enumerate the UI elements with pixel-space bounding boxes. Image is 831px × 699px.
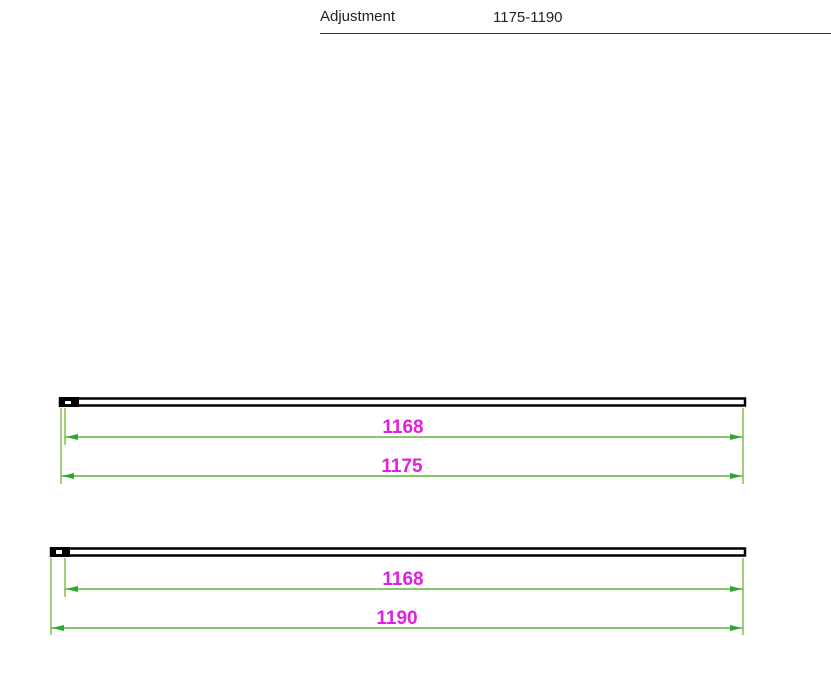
- spec-value: 1175-1190: [493, 9, 563, 26]
- drawing-max: 1168 1190: [49, 547, 747, 635]
- dimension-label: 1168: [382, 417, 423, 438]
- spec-row-adjustment: Adjustment 1175-1190: [320, 0, 831, 34]
- arrow-left: [66, 586, 78, 592]
- arrow-left: [52, 625, 64, 631]
- drawing-min: 1168 1175: [58, 397, 747, 484]
- end-cap-notch: [65, 401, 71, 404]
- spec-label: Adjustment: [320, 8, 396, 25]
- arrow-left: [66, 434, 78, 440]
- dimension-label: 1190: [376, 608, 417, 629]
- profile-bar: [58, 397, 747, 407]
- profile-bar: [49, 547, 747, 557]
- dimension-label: 1168: [382, 569, 423, 590]
- dimension-label: 1175: [381, 456, 423, 477]
- arrow-right: [730, 473, 742, 479]
- arrow-right: [730, 625, 742, 631]
- arrow-right: [730, 434, 742, 440]
- arrow-left: [62, 473, 74, 479]
- arrow-right: [730, 586, 742, 592]
- end-cap-notch: [56, 550, 62, 554]
